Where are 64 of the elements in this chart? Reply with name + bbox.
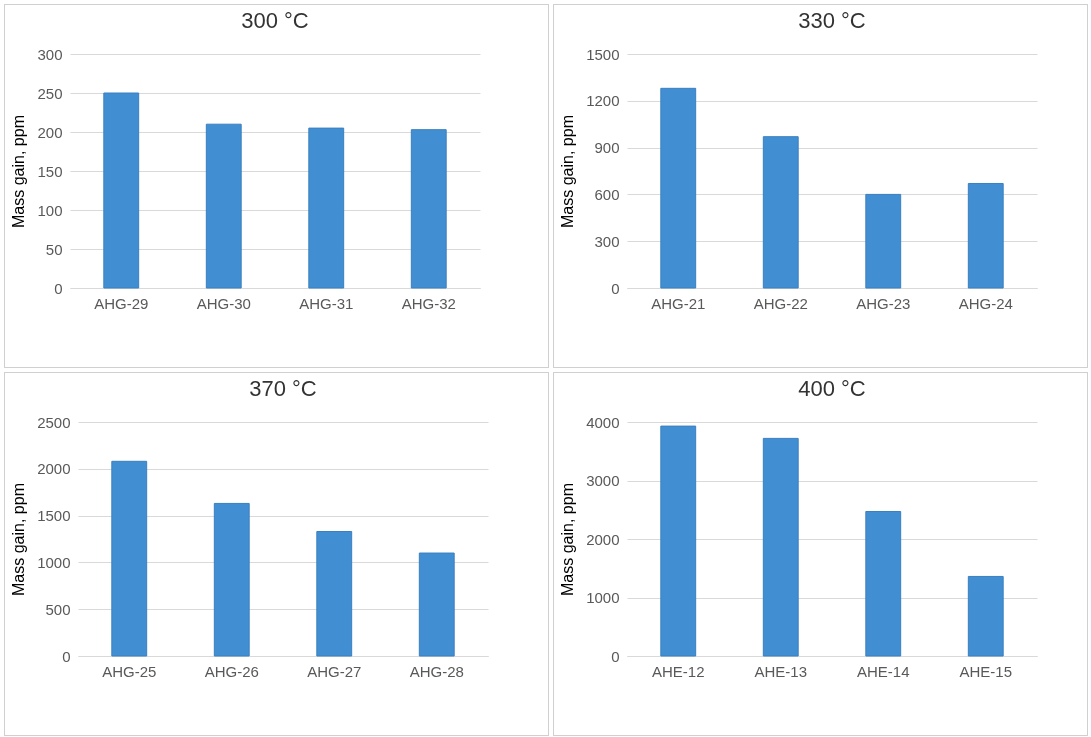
bar: [660, 87, 697, 289]
x-tick-label: AHG-32: [401, 294, 456, 312]
x-tick-label: AHG-24: [958, 294, 1013, 312]
x-tick-label: AHE-13: [754, 662, 808, 680]
y-tick-label: 100: [37, 201, 63, 219]
y-tick-label: 4000: [586, 413, 620, 431]
y-tick-label: 2000: [37, 460, 71, 478]
chart-title: 330 °C: [798, 8, 866, 33]
bar: [418, 552, 455, 657]
x-tick-label: AHG-23: [856, 294, 911, 312]
bar: [213, 502, 250, 657]
y-tick-label: 300: [594, 232, 620, 250]
y-tick-label: 200: [37, 123, 63, 141]
x-tick-label: AHG-26: [204, 662, 259, 680]
x-tick-label: AHG-31: [299, 294, 354, 312]
y-tick-label: 0: [62, 647, 71, 665]
y-axis-title: Mass gain, ppm: [10, 483, 28, 596]
chart-title: 300 °C: [241, 8, 309, 33]
bar: [967, 575, 1004, 657]
y-tick-label: 0: [611, 279, 620, 297]
bar: [762, 136, 799, 289]
bar: [410, 129, 447, 289]
y-tick-label: 600: [594, 185, 620, 203]
x-tick-label: AHE-15: [959, 662, 1013, 680]
y-tick-label: 1000: [586, 589, 620, 606]
y-axis-title: Mass gain, ppm: [559, 483, 577, 596]
x-tick-label: AHE-14: [856, 662, 910, 680]
y-tick-label: 2500: [37, 413, 71, 431]
bar: [111, 460, 148, 657]
bar: [967, 182, 1004, 289]
bar: [316, 531, 353, 657]
y-tick-label: 1000: [37, 553, 71, 571]
x-tick-label: AHG-30: [196, 294, 251, 312]
y-tick-label: 250: [37, 84, 63, 102]
y-tick-label: 3000: [586, 472, 620, 489]
y-tick-label: 0: [611, 647, 620, 665]
y-tick-label: 50: [45, 240, 63, 258]
y-tick-label: 1500: [37, 507, 71, 525]
y-tick-label: 900: [594, 139, 620, 157]
bar: [660, 425, 697, 657]
y-tick-label: 500: [45, 600, 71, 618]
y-tick-label: 1500: [586, 45, 620, 63]
x-tick-label: AHG-27: [307, 662, 362, 680]
x-tick-label: AHG-29: [94, 294, 149, 312]
y-axis-title: Mass gain, ppm: [10, 115, 28, 228]
x-tick-label: AHG-21: [651, 294, 706, 312]
y-tick-label: 1200: [586, 92, 620, 110]
y-tick-label: 2000: [586, 530, 620, 548]
bar: [865, 193, 902, 289]
bar: [865, 511, 902, 657]
x-tick-label: AHG-25: [102, 662, 157, 680]
y-tick-label: 300: [37, 45, 63, 63]
bar: [762, 437, 799, 657]
bar: [205, 123, 242, 289]
bar: [103, 92, 140, 289]
chart-title: 370 °C: [249, 376, 317, 401]
x-tick-label: AHE-12: [651, 662, 705, 680]
x-tick-label: AHG-28: [409, 662, 464, 680]
y-tick-label: 0: [54, 279, 63, 297]
y-axis-title: Mass gain, ppm: [559, 115, 577, 228]
x-tick-label: AHG-22: [753, 294, 808, 312]
y-tick-label: 150: [37, 162, 63, 180]
bar: [308, 127, 345, 289]
chart-title: 400 °C: [798, 376, 866, 401]
